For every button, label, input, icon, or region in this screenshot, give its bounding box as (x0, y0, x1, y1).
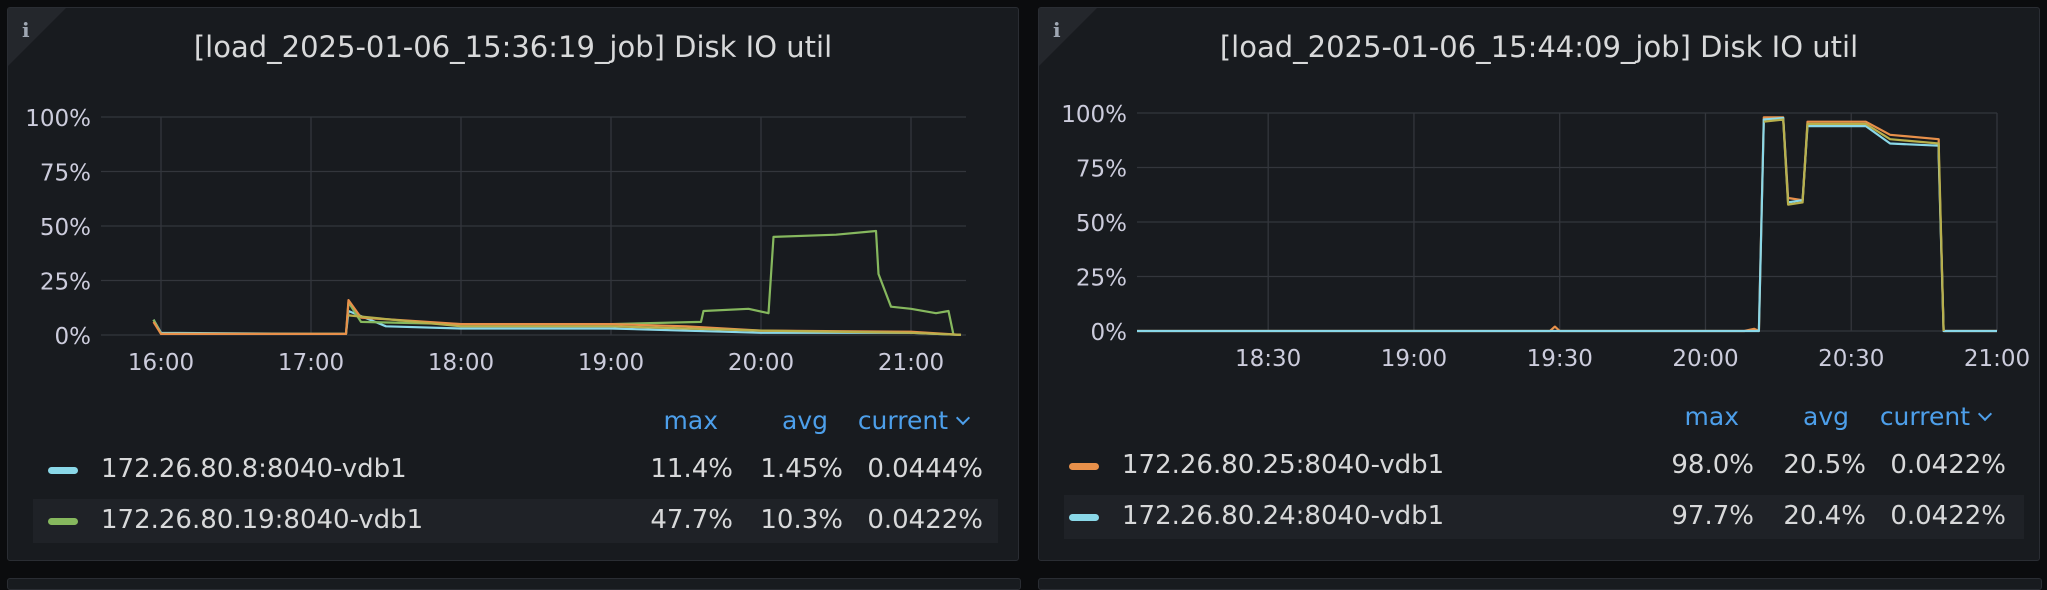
series-line-0[interactable] (1137, 116, 1997, 333)
info-icon[interactable]: i (22, 18, 30, 42)
y-tick-label: 100% (25, 106, 91, 132)
panel-title: [load_2025-01-06_15:36:19_job] Disk IO u… (193, 30, 833, 64)
y-tick-label: 75% (1076, 157, 1127, 183)
legend-current: 0.0422% (1890, 450, 2006, 480)
next-panel-edge (7, 578, 1021, 590)
series-line-1[interactable] (152, 229, 955, 336)
legend-header-avg[interactable]: avg (1803, 402, 1849, 431)
series-color-swatch[interactable] (48, 518, 78, 525)
chevron-down-icon (1977, 406, 1993, 422)
legend-series-name[interactable]: 172.26.80.24:8040-vdb1 (1122, 501, 1445, 531)
x-tick-label: 20:00 (728, 350, 794, 376)
legend-row[interactable]: 172.26.80.24:8040-vdb1 97.7% 20.4% 0.042… (1064, 495, 2024, 539)
chevron-down-icon (955, 410, 971, 426)
y-tick-label: 0% (55, 324, 92, 350)
x-tick-label: 18:00 (428, 350, 494, 376)
series-color-swatch[interactable] (1069, 514, 1099, 521)
next-panel-edge (1038, 578, 2042, 590)
legend-header-current[interactable]: current (1865, 402, 1993, 431)
info-icon[interactable]: i (1053, 18, 1061, 42)
legend-max: 97.7% (1671, 501, 1754, 531)
y-tick-label: 50% (40, 215, 91, 241)
panel-corner (1039, 8, 1097, 66)
y-tick-label: 50% (1076, 211, 1127, 237)
legend-header-max[interactable]: max (1684, 402, 1739, 431)
legend-header: max avg current (8, 406, 1008, 436)
panel-disk-io-2: i [load_2025-01-06_15:44:09_job] Disk IO… (1038, 7, 2040, 561)
legend-current: 0.0422% (1890, 501, 2006, 531)
legend-current: 0.0444% (867, 454, 983, 484)
y-tick-label: 100% (1061, 102, 1127, 128)
legend-header-current[interactable]: current (843, 406, 971, 435)
series-color-swatch[interactable] (48, 467, 78, 474)
panel-disk-io-1: i [load_2025-01-06_15:36:19_job] Disk IO… (7, 7, 1019, 561)
x-tick-label: 19:30 (1527, 346, 1593, 372)
panel-corner (8, 8, 66, 66)
x-tick-label: 20:00 (1672, 346, 1738, 372)
series-line-2[interactable] (1763, 118, 1945, 332)
legend-series-name[interactable]: 172.26.80.8:8040-vdb1 (101, 454, 407, 484)
legend-max: 98.0% (1671, 450, 1754, 480)
legend-series-name[interactable]: 172.26.80.25:8040-vdb1 (1122, 450, 1445, 480)
legend-row[interactable]: 172.26.80.19:8040-vdb1 47.7% 10.3% 0.042… (33, 499, 998, 543)
y-tick-label: 25% (1076, 266, 1127, 292)
series-line-2[interactable] (152, 299, 962, 336)
legend-row[interactable]: 172.26.80.25:8040-vdb1 98.0% 20.5% 0.042… (1064, 444, 2024, 488)
legend-header-avg[interactable]: avg (782, 406, 828, 435)
chart-disk-io-2: 0% 25% 50% 75% 100% 18:30 19:00 19:30 20:00 20:30… (1061, 102, 2030, 372)
x-tick-label: 19:00 (578, 350, 644, 376)
x-tick-label: 21:00 (878, 350, 944, 376)
x-tick-label: 16:00 (128, 350, 194, 376)
legend-avg: 10.3% (760, 505, 843, 535)
legend-max: 47.7% (650, 505, 733, 535)
legend-avg: 20.4% (1783, 501, 1866, 531)
panel-title: [load_2025-01-06_15:44:09_job] Disk IO u… (1219, 30, 1859, 64)
x-tick-label: 17:00 (278, 350, 344, 376)
y-tick-label: 25% (40, 270, 91, 296)
series-line-3[interactable] (348, 314, 962, 336)
legend-header: max avg current (1039, 402, 2039, 432)
legend-avg: 1.45% (760, 454, 843, 484)
y-tick-label: 75% (40, 161, 91, 187)
x-tick-label: 20:30 (1818, 346, 1884, 372)
series-line-1[interactable] (1137, 116, 1997, 333)
x-tick-label: 18:30 (1235, 346, 1301, 372)
legend-series-name[interactable]: 172.26.80.19:8040-vdb1 (101, 505, 424, 535)
legend-header-max[interactable]: max (663, 406, 718, 435)
series-color-swatch[interactable] (1069, 463, 1099, 470)
legend-row[interactable]: 172.26.80.8:8040-vdb1 11.4% 1.45% 0.0444… (33, 448, 998, 492)
x-tick-label: 19:00 (1381, 346, 1447, 372)
legend-avg: 20.5% (1783, 450, 1866, 480)
legend-max: 11.4% (650, 454, 733, 484)
legend-current: 0.0422% (867, 505, 983, 535)
chart-disk-io-1: 0% 25% 50% 75% 100% 16:00 17:00 18:00 19:00 20:00… (25, 106, 966, 376)
x-tick-label: 21:00 (1964, 346, 2030, 372)
y-tick-label: 0% (1091, 320, 1128, 346)
